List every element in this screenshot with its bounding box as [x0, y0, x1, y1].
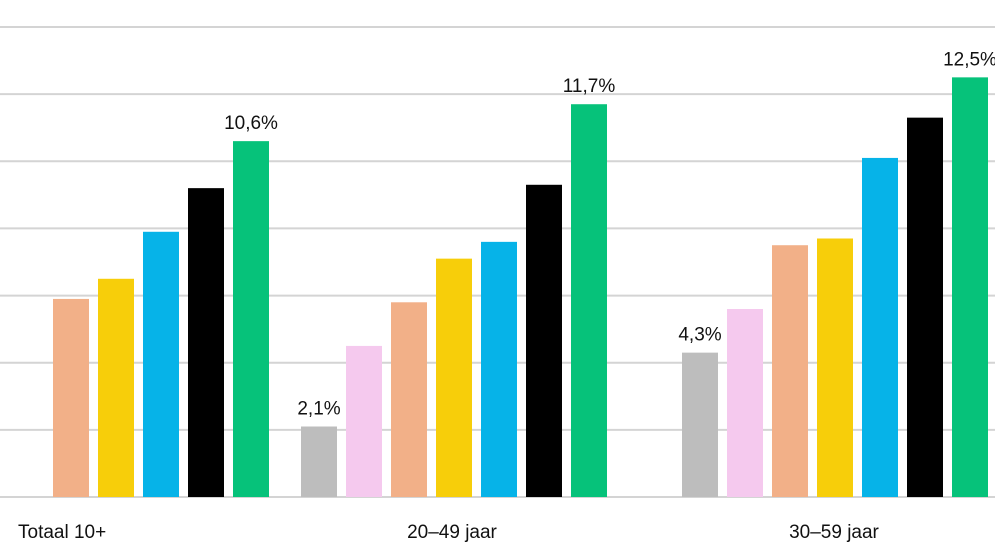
bar	[526, 184, 562, 498]
bar	[727, 309, 763, 497]
bar	[436, 258, 472, 497]
bar	[772, 245, 808, 497]
bar	[571, 104, 607, 497]
bar	[862, 157, 898, 497]
bar	[907, 117, 943, 498]
category-label-20-49: 20–49 jaar	[407, 522, 497, 543]
bar	[143, 231, 179, 498]
bar	[188, 188, 224, 497]
bar	[53, 298, 89, 497]
category-label-totaal: Totaal 10+	[18, 522, 106, 543]
data-label: 4,3%	[678, 325, 721, 346]
data-label: 10,6%	[224, 113, 278, 134]
data-label: 12,5%	[943, 49, 995, 70]
bar	[481, 241, 517, 497]
data-label: 2,1%	[297, 399, 340, 420]
bar	[952, 77, 988, 497]
bar	[391, 302, 427, 497]
bar	[817, 238, 853, 497]
bar	[301, 426, 337, 497]
bars	[53, 77, 988, 498]
bar	[98, 278, 134, 497]
category-label-30-59: 30–59 jaar	[789, 522, 879, 543]
data-labels: 10,6% 2,1% 11,7% 4,3% 12,5%	[224, 49, 995, 419]
category-labels: Totaal 10+ 20–49 jaar 30–59 jaar	[18, 522, 880, 543]
bar	[346, 345, 382, 497]
bar	[682, 352, 718, 497]
bar	[233, 141, 269, 497]
data-label: 11,7%	[563, 76, 616, 97]
